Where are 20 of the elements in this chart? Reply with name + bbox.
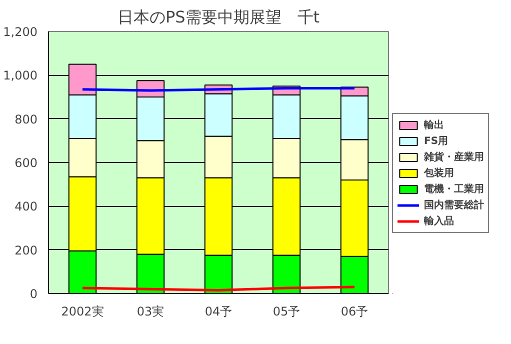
y-tick-label: 400: [14, 200, 38, 214]
legend-label: 国内需要総計: [424, 198, 484, 212]
legend-label: 雑貨・産業用: [424, 150, 484, 164]
legend-label: 電機・工業用: [424, 182, 484, 196]
x-tick-label: 04予: [204, 304, 232, 318]
legend-label: 輸入品: [424, 214, 454, 228]
x-tick-label: 06予: [340, 304, 368, 318]
y-tick-label: 200: [14, 243, 38, 258]
y-tick-label: 0: [30, 287, 38, 301]
x-tick-label: 03実: [136, 304, 164, 318]
x-tick-label: 05予: [272, 304, 300, 318]
legend-label: 輸出: [424, 118, 444, 132]
y-tick-label: 600: [14, 156, 38, 170]
y-tick-label: 1,000: [3, 68, 38, 83]
y-tick-label: 800: [14, 112, 38, 126]
chart-title: 日本のPS需要中期展望 千t: [117, 8, 320, 26]
x-tick-label: 2002実: [61, 304, 104, 318]
legend-label: FS用: [424, 135, 448, 148]
legend-label: 包装用: [424, 166, 454, 180]
y-tick-label: 1,200: [3, 25, 38, 39]
